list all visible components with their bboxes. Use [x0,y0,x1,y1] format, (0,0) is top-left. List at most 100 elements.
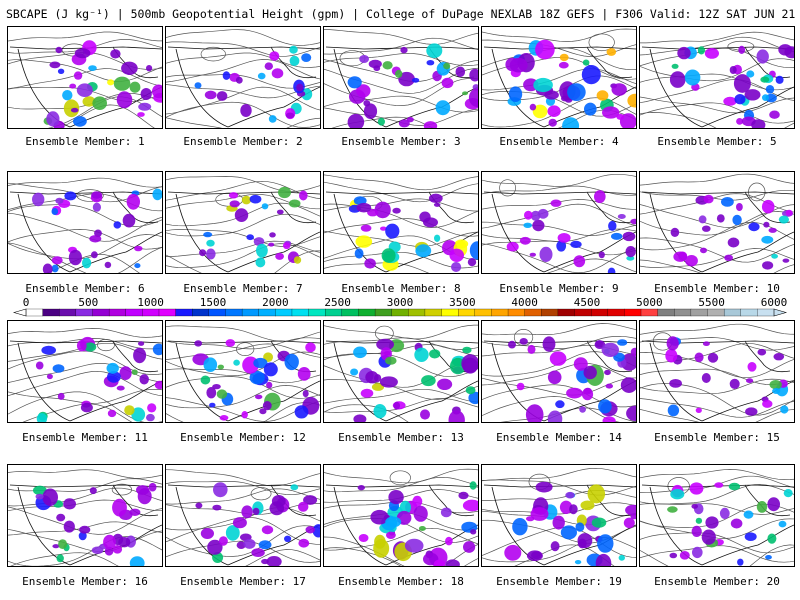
cape-shading [575,522,585,532]
cape-shading [509,57,528,73]
ensemble-member-map [323,26,479,129]
cape-shading [212,384,221,390]
cape-shading [404,538,424,553]
cape-shading [228,192,239,199]
cape-shading [353,346,367,359]
cape-shading [284,353,299,371]
cape-shading [556,240,567,252]
cape-shading [419,211,431,223]
cape-shading [148,482,157,492]
height-contour [482,335,636,349]
ensemble-member-map [639,171,795,274]
colorbar-tick-labels: 0 500 1000 1500 2000 2500 3000 3500 4000 4500 5000… [0,297,800,309]
low-contour [588,33,615,52]
cape-shading [266,381,273,389]
cape-shading [617,339,628,346]
cape-shading [700,247,707,254]
height-contour [482,203,636,229]
cape-shading [56,513,66,522]
cape-shading [765,85,775,94]
cape-shading [772,388,781,394]
cape-shading [504,544,522,561]
cape-shading [103,534,116,550]
ensemble-member-label: Ensemble Member: 5 [657,135,777,148]
cape-shading [136,485,150,495]
cape-shading [232,517,247,529]
cape-shading [719,507,730,519]
height-contour [546,258,636,273]
cape-shading [46,373,53,380]
cape-shading [598,251,605,259]
height-contour [166,351,320,377]
cape-shading [284,535,292,542]
cape-shading [356,84,371,98]
cape-shading [679,551,690,560]
cape-shading [434,234,441,242]
cape-shading [216,389,228,399]
height-contour [59,104,155,128]
cape-shading [769,110,780,119]
ensemble-member-label: Ensemble Member: 9 [499,282,619,295]
colorbar-segment [225,308,243,317]
cape-shading [289,55,300,66]
height-contour [640,112,794,128]
low-contour [513,329,534,346]
cape-shading [194,340,203,347]
height-contour [640,189,794,201]
map-canvas [324,468,478,566]
height-contour [482,362,636,386]
cape-shading [285,112,295,119]
cape-shading [139,374,149,385]
cape-shading [264,62,273,70]
map-canvas [8,469,162,566]
ensemble-member-label: Ensemble Member: 2 [183,135,303,148]
cape-shading [761,199,775,214]
colorbar-tick-label: 1500 [199,296,227,309]
colorbar-segment [491,308,509,317]
height-contour [324,337,478,350]
cape-shading [376,338,394,351]
cape-shading [107,371,121,383]
colorbar-segment [241,308,260,317]
colorbar-segment [524,308,542,317]
cape-shading [206,387,217,399]
cape-shading [261,203,269,210]
cape-shading [241,411,248,419]
height-contour [166,488,320,505]
height-contour [482,467,636,481]
height-contour [324,198,478,212]
coastline [167,191,320,273]
cape-shading [92,96,107,110]
cape-shading [78,531,87,541]
colorbar-segment [192,308,210,317]
cape-shading [52,544,60,549]
cape-shading [55,197,64,204]
colorbar-segment [674,308,692,317]
cape-shading [723,96,737,106]
colorbar-tick-label: 5000 [636,296,663,309]
ensemble-member-map [323,320,479,423]
cape-shading [677,46,691,60]
height-contour [166,480,320,496]
cape-shading [385,516,402,528]
cape-shading [364,258,376,269]
height-contour [640,337,794,351]
cape-shading [544,90,559,100]
ensemble-member-label: Ensemble Member: 4 [499,135,619,148]
cape-shading [617,214,626,219]
cape-shading [146,65,153,72]
cape-shading [257,72,266,80]
cape-shading [426,43,443,58]
cape-shading [533,77,553,93]
cape-shading [775,75,784,84]
height-contour [482,479,636,496]
page-title: SBCAPE (J kg⁻¹) | 500mb Geopotential Hei… [6,7,800,21]
cape-shading [41,345,56,355]
cape-shading [152,343,162,356]
cape-shading [773,353,785,361]
cape-shading [275,252,284,260]
cape-shading [623,517,635,529]
height-contour [482,489,636,501]
height-contour [8,328,162,338]
